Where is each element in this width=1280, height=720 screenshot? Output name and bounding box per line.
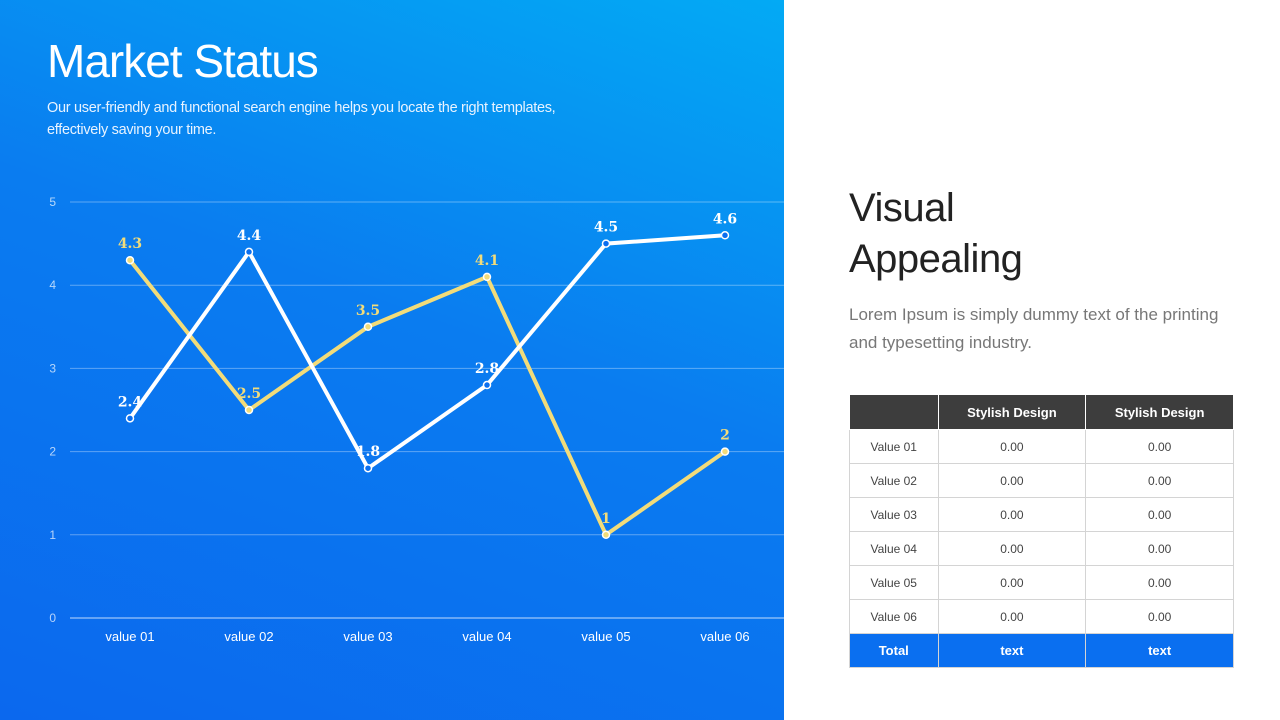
row-label: Value 03 [849, 497, 939, 532]
total-label: Total [849, 633, 939, 668]
data-point [244, 405, 254, 415]
line-chart: 0 1 2 3 4 5 value 01 value 02 value 03 value 04 va… [49, 195, 784, 644]
table-cell: 0.00 [1085, 531, 1234, 566]
page-title: Market Status [47, 35, 319, 87]
table-row: Value 05 0.00 0.00 [849, 565, 1234, 600]
table-cell: 0.00 [937, 497, 1087, 532]
table-row: Value 02 0.00 0.00 [849, 463, 1234, 498]
data-label: 3.5 [356, 303, 380, 319]
table-row: Value 06 0.00 0.00 [849, 599, 1234, 634]
side-title: Visual Appealing [849, 183, 1023, 285]
data-label: 1.8 [356, 444, 380, 460]
table-cell: 0.00 [937, 565, 1087, 600]
data-point [720, 447, 730, 456]
data-point [482, 380, 492, 390]
data-label: 4.1 [475, 253, 499, 269]
side-title-line-2: Appealing [849, 237, 1023, 281]
table-header-cell [849, 395, 939, 430]
data-point [482, 272, 492, 282]
data-label: 2 [720, 428, 730, 444]
data-point [125, 255, 135, 265]
table-cell: 0.00 [937, 463, 1087, 498]
table-cell: 0.00 [937, 531, 1087, 566]
summary-table: Stylish Design Stylish Design Value 01 0… [849, 395, 1234, 668]
data-label: 2.8 [475, 361, 499, 377]
x-tick-label: value 03 [343, 629, 392, 644]
row-label: Value 05 [849, 565, 939, 600]
table-row: Value 01 0.00 0.00 [849, 429, 1234, 464]
table-cell: 0.00 [1085, 599, 1234, 634]
series-line [128, 233, 726, 472]
y-tick-label: 0 [49, 611, 56, 625]
y-tick-label: 1 [49, 528, 56, 542]
side-title-line-1: Visual [849, 186, 955, 230]
row-label: Value 04 [849, 531, 939, 566]
data-point [363, 322, 373, 332]
series-line [128, 258, 727, 538]
data-point [720, 231, 730, 240]
data-label: 4.5 [594, 220, 618, 236]
y-tick-label: 2 [49, 445, 56, 459]
y-tick-label: 5 [49, 195, 56, 209]
y-tick-label: 3 [49, 361, 56, 375]
table-header-cell: Stylish Design [1085, 395, 1234, 430]
table-cell: 0.00 [937, 599, 1087, 634]
data-label: 4.4 [237, 228, 262, 244]
chart-panel: Market Status Our user-friendly and func… [0, 0, 784, 720]
data-point [601, 530, 611, 540]
table-header-row: Stylish Design Stylish Design [849, 395, 1234, 430]
x-tick-label: value 06 [700, 629, 749, 644]
table-cell: 0.00 [937, 429, 1087, 464]
x-tick-label: value 05 [581, 629, 630, 644]
table-cell: 0.00 [1085, 565, 1234, 600]
table-header-cell: Stylish Design [937, 395, 1087, 430]
data-label: 2.4 [118, 394, 143, 410]
data-point [363, 463, 373, 473]
x-tick-label: value 01 [105, 629, 154, 644]
table-cell: 0.00 [1085, 497, 1234, 532]
row-label: Value 06 [849, 599, 939, 634]
data-label: 1 [601, 511, 611, 527]
x-tick-label: value 02 [224, 629, 273, 644]
row-label: Value 02 [849, 463, 939, 498]
row-label: Value 01 [849, 429, 939, 464]
data-label: 4.6 [713, 211, 737, 227]
page-subtitle: Our user-friendly and functional search … [47, 100, 556, 138]
data-label: 4.3 [118, 236, 142, 252]
table-total-row: Total text text [849, 633, 1234, 668]
data-point [244, 247, 254, 257]
table-row: Value 03 0.00 0.00 [849, 497, 1234, 532]
data-point [601, 239, 611, 248]
table-row: Value 04 0.00 0.00 [849, 531, 1234, 566]
total-cell: text [1085, 633, 1234, 668]
data-label: 2.5 [237, 386, 261, 402]
y-tick-label: 4 [49, 278, 56, 292]
x-tick-label: value 04 [462, 629, 511, 644]
data-point [125, 414, 135, 423]
table-cell: 0.00 [1085, 429, 1234, 464]
total-cell: text [937, 633, 1087, 668]
side-description: Lorem Ipsum is simply dummy text of the … [849, 305, 1219, 352]
table-cell: 0.00 [1085, 463, 1234, 498]
